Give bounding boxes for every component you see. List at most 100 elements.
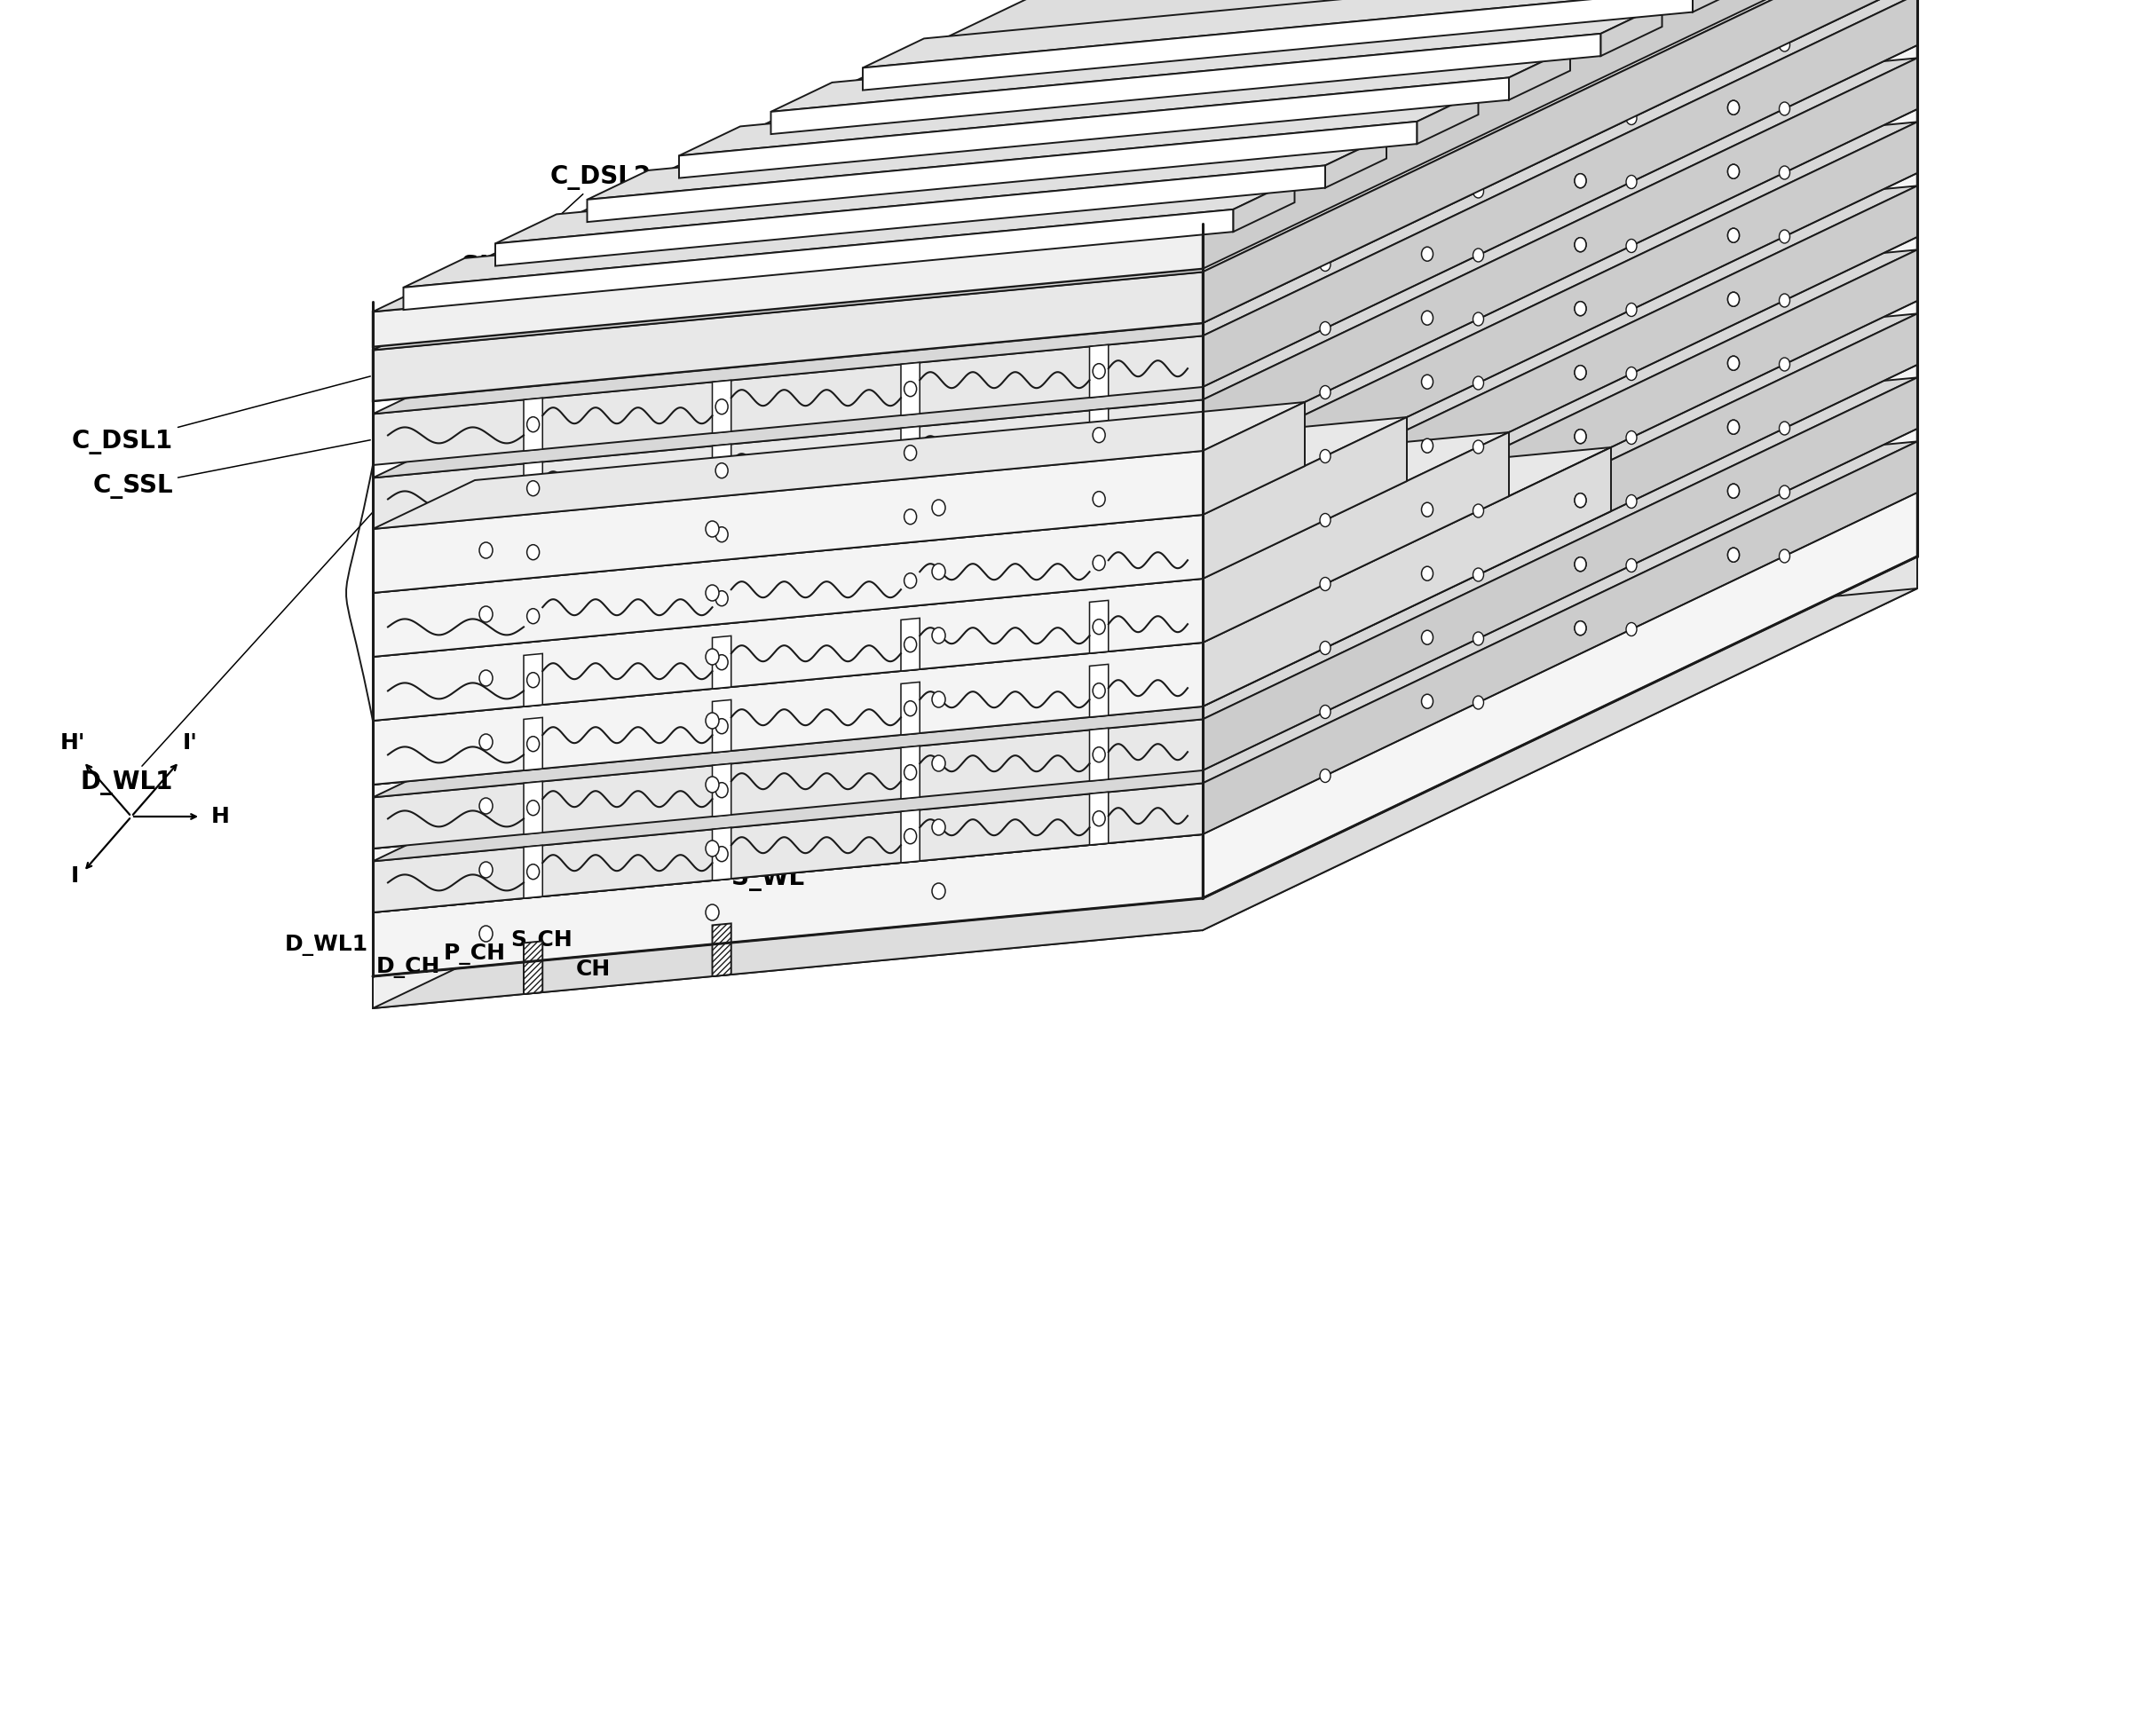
Ellipse shape — [1779, 103, 1789, 115]
Text: D_WL1: D_WL1 — [80, 502, 382, 795]
Polygon shape — [711, 699, 731, 752]
Polygon shape — [373, 591, 1203, 721]
Ellipse shape — [716, 654, 729, 670]
Polygon shape — [1692, 0, 1755, 12]
Polygon shape — [373, 834, 1203, 976]
Text: H': H' — [60, 731, 86, 754]
Polygon shape — [586, 93, 1479, 200]
Polygon shape — [862, 0, 1755, 69]
Ellipse shape — [1727, 228, 1740, 243]
Polygon shape — [901, 298, 921, 351]
Ellipse shape — [479, 733, 492, 750]
Polygon shape — [1203, 58, 1917, 451]
Ellipse shape — [1319, 769, 1330, 783]
Ellipse shape — [1421, 183, 1434, 197]
Ellipse shape — [705, 904, 718, 920]
Polygon shape — [711, 380, 731, 433]
Ellipse shape — [526, 416, 539, 432]
Polygon shape — [1089, 791, 1108, 845]
Ellipse shape — [1093, 555, 1106, 570]
Polygon shape — [1203, 377, 1917, 771]
Ellipse shape — [1319, 385, 1330, 399]
Polygon shape — [1089, 281, 1108, 334]
Ellipse shape — [903, 317, 916, 332]
Text: D_WL2: D_WL2 — [707, 771, 800, 803]
Ellipse shape — [1574, 493, 1587, 507]
Polygon shape — [1203, 447, 1611, 706]
Polygon shape — [711, 509, 731, 560]
Ellipse shape — [1779, 230, 1789, 243]
Ellipse shape — [1421, 247, 1434, 260]
Ellipse shape — [1727, 356, 1740, 370]
Ellipse shape — [1626, 303, 1636, 317]
Polygon shape — [524, 526, 543, 579]
Ellipse shape — [1319, 449, 1330, 463]
Polygon shape — [1203, 0, 1917, 898]
Polygon shape — [373, 579, 1203, 721]
Polygon shape — [901, 618, 921, 671]
Ellipse shape — [716, 783, 729, 798]
Polygon shape — [373, 493, 1917, 913]
Ellipse shape — [716, 336, 729, 351]
Polygon shape — [373, 336, 1203, 466]
Polygon shape — [1203, 313, 1917, 706]
Ellipse shape — [1626, 558, 1636, 572]
Polygon shape — [711, 764, 731, 817]
Polygon shape — [373, 898, 1203, 1009]
Polygon shape — [373, 516, 1203, 656]
Polygon shape — [1416, 93, 1479, 144]
Ellipse shape — [526, 800, 539, 815]
Ellipse shape — [1779, 421, 1789, 435]
Ellipse shape — [1319, 259, 1330, 271]
Ellipse shape — [1727, 548, 1740, 562]
Text: D_WL1: D_WL1 — [1235, 411, 1766, 452]
Ellipse shape — [1473, 632, 1483, 646]
Ellipse shape — [1727, 36, 1740, 51]
Polygon shape — [1203, 432, 1509, 642]
Ellipse shape — [1421, 567, 1434, 581]
Ellipse shape — [1319, 514, 1330, 528]
Ellipse shape — [1319, 641, 1330, 654]
Text: C_DSL2: C_DSL2 — [472, 164, 651, 296]
Ellipse shape — [1473, 312, 1483, 325]
Ellipse shape — [526, 608, 539, 624]
Ellipse shape — [1473, 248, 1483, 262]
Ellipse shape — [1574, 365, 1587, 380]
Polygon shape — [1089, 665, 1108, 718]
Ellipse shape — [1319, 322, 1330, 336]
Polygon shape — [1203, 557, 1917, 930]
Text: I': I' — [183, 731, 198, 754]
Ellipse shape — [1727, 36, 1740, 51]
Text: C_DSL1: C_DSL1 — [71, 377, 371, 454]
Ellipse shape — [526, 673, 539, 687]
Text: I: I — [71, 865, 78, 887]
Polygon shape — [373, 399, 1203, 529]
Polygon shape — [1203, 478, 1815, 834]
Polygon shape — [373, 442, 1917, 862]
Ellipse shape — [903, 829, 916, 845]
Ellipse shape — [931, 819, 944, 836]
Polygon shape — [679, 48, 1570, 156]
Ellipse shape — [1093, 810, 1106, 826]
Polygon shape — [1203, 403, 1304, 516]
Polygon shape — [373, 250, 1917, 670]
Polygon shape — [1089, 728, 1108, 781]
Ellipse shape — [1626, 622, 1636, 636]
Polygon shape — [1089, 600, 1108, 653]
Ellipse shape — [903, 445, 916, 461]
Polygon shape — [373, 771, 1203, 913]
Ellipse shape — [1574, 493, 1587, 507]
Polygon shape — [711, 827, 731, 880]
Ellipse shape — [1626, 432, 1636, 444]
Polygon shape — [1203, 122, 1917, 516]
Polygon shape — [901, 682, 921, 735]
Polygon shape — [373, 122, 1917, 541]
Ellipse shape — [1727, 483, 1740, 498]
Polygon shape — [586, 122, 1416, 223]
Ellipse shape — [716, 846, 729, 862]
Polygon shape — [901, 427, 921, 480]
Ellipse shape — [1574, 557, 1587, 572]
Polygon shape — [373, 58, 1917, 478]
Ellipse shape — [479, 543, 492, 558]
Ellipse shape — [1727, 356, 1740, 370]
